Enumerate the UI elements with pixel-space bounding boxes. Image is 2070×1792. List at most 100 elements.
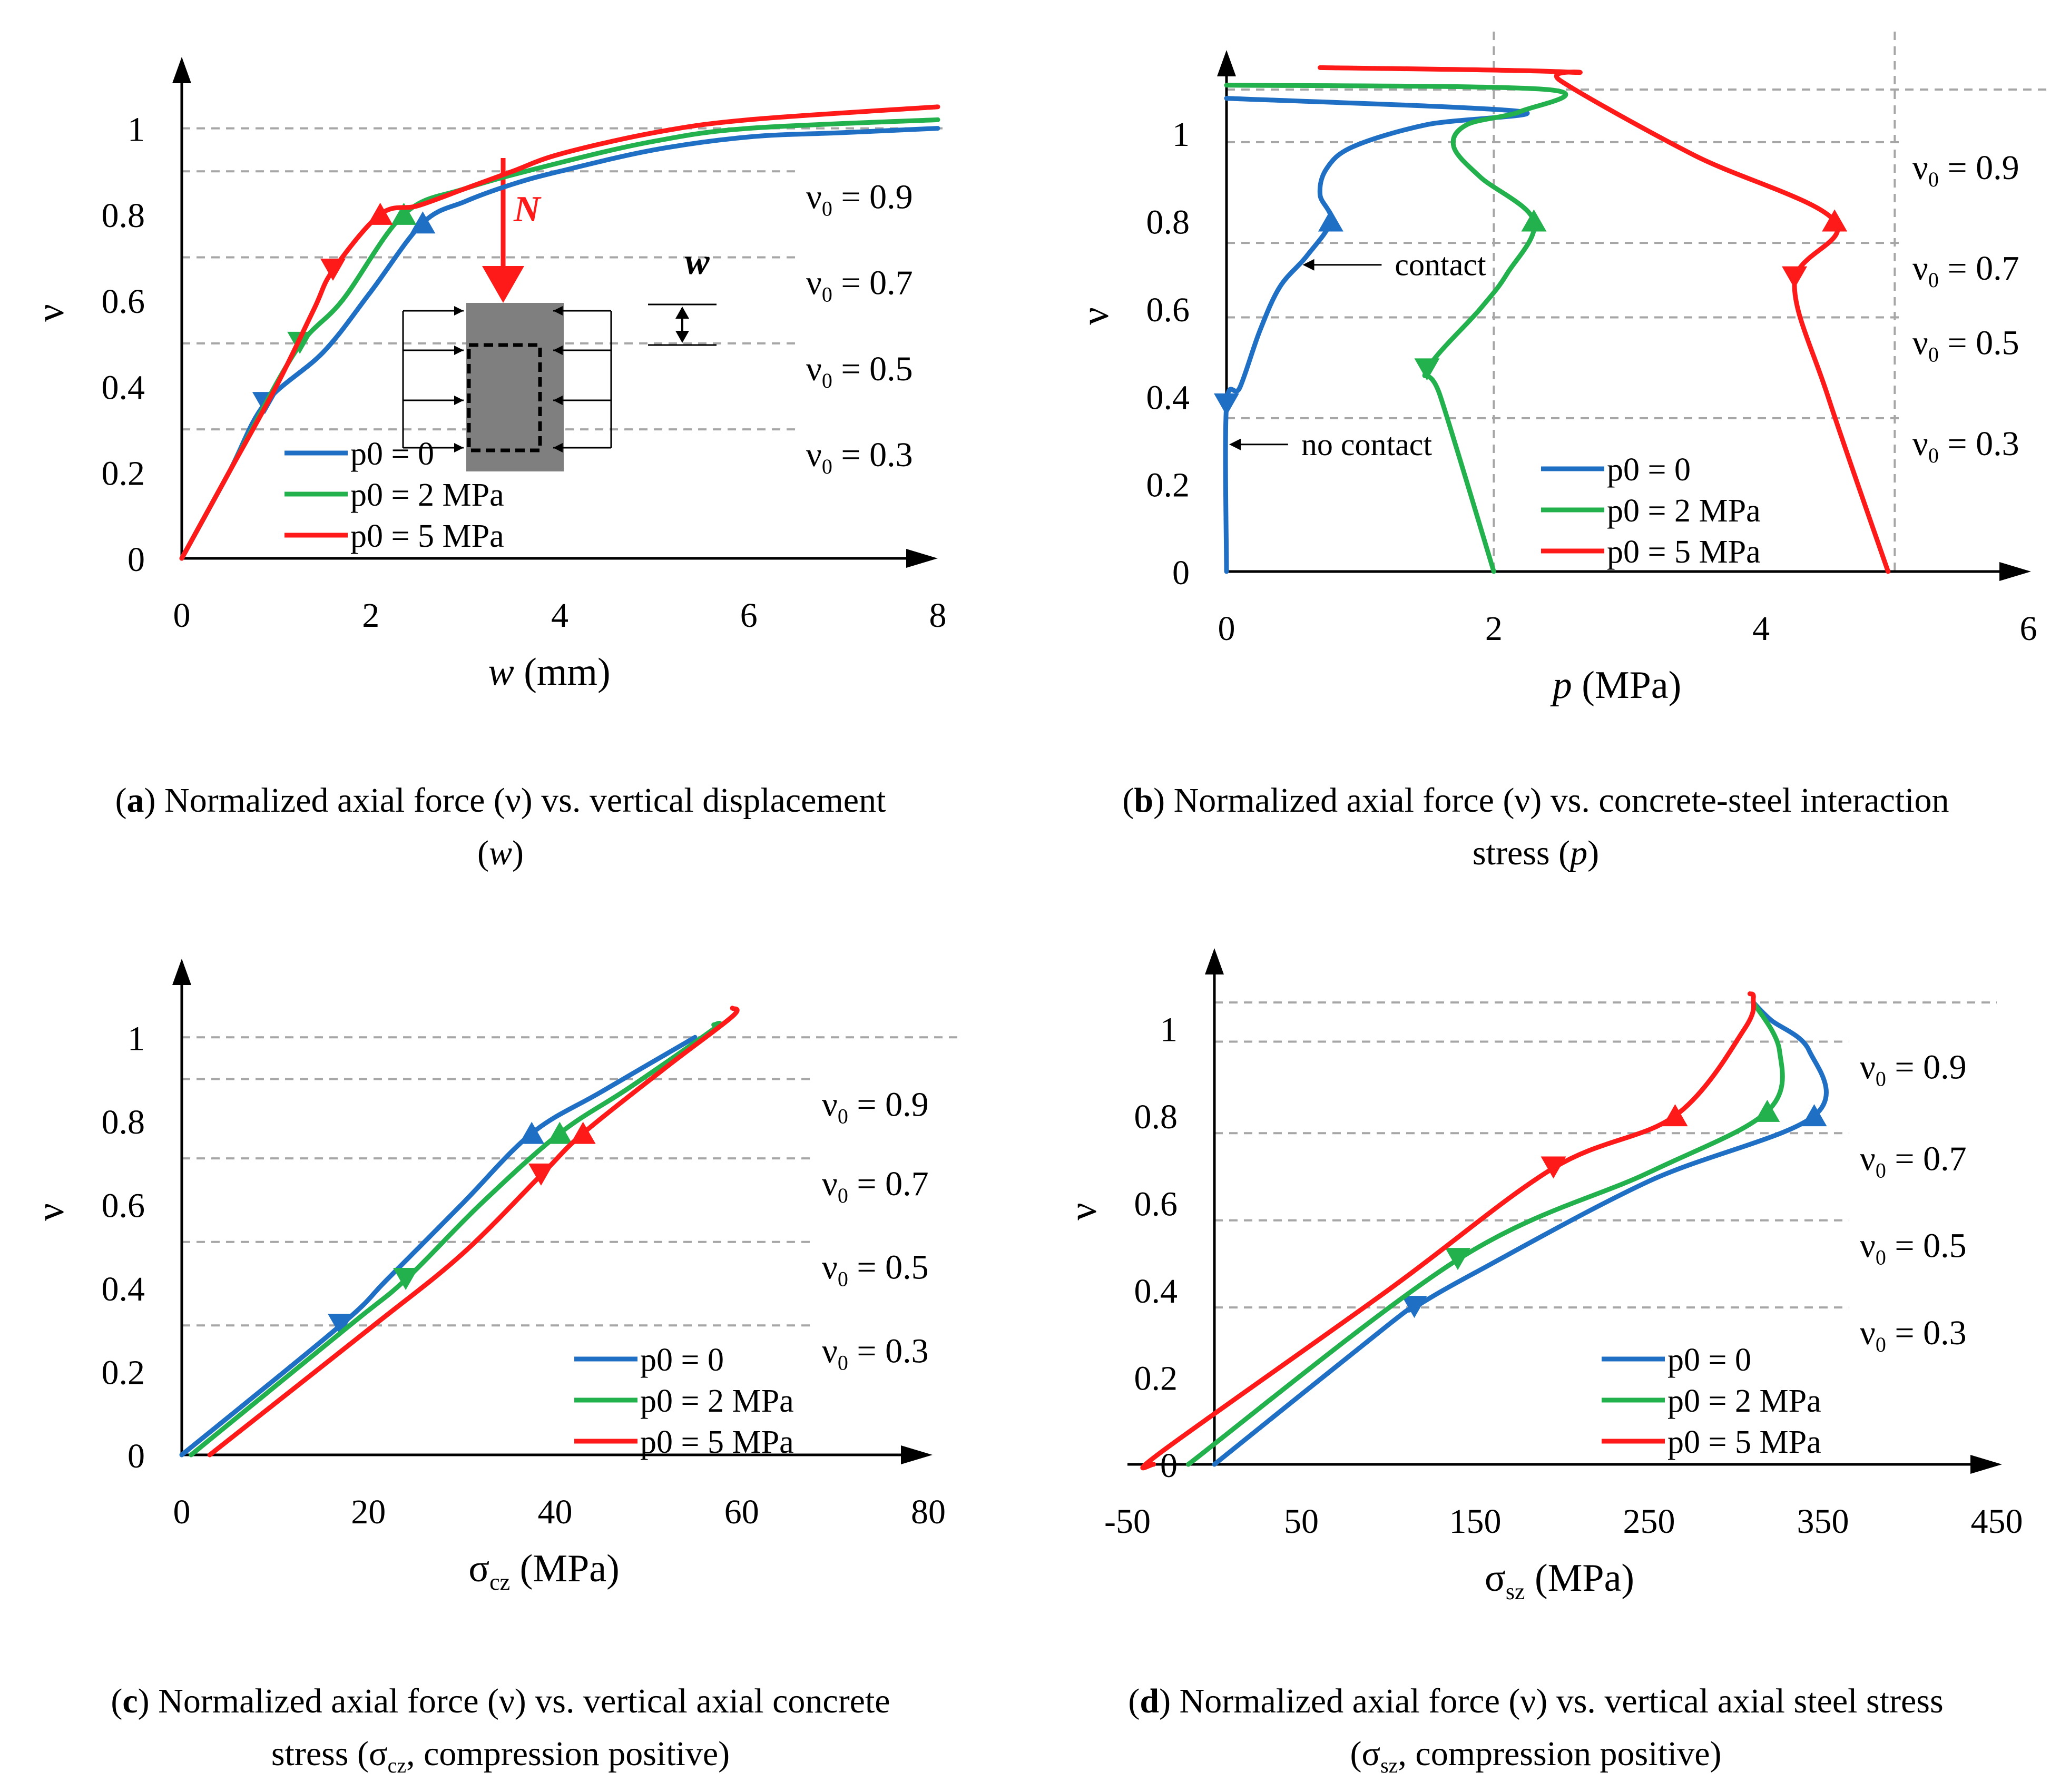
series-line-2 [1140,991,1757,1471]
legend-label-2: p0 = 5 MPa [1667,1424,1821,1460]
reference-label-symbol: ν [1860,1314,1876,1352]
series-line-1 [189,1020,722,1458]
confining-arrow-left-head [454,346,464,355]
caption-a-text: ) Normalized axial force (ν) vs. vertica… [144,781,886,820]
reference-label-symbol: ν [1912,324,1928,362]
x-tick-label: 0 [1218,609,1235,648]
series-marker [328,1314,354,1336]
reference-label-value: = 0.9 [848,1086,929,1124]
confining-arrow-right-head [553,306,563,316]
panel-a-chart: ν0 = 0.3ν0 = 0.5ν0 = 0.7ν0 = 0.900.20.40… [29,57,947,694]
confining-arrow-right-head [553,396,563,405]
x-tick-label: 150 [1449,1502,1502,1541]
series-line-2 [179,104,940,561]
reference-label-symbol: ν [1860,1139,1876,1178]
y-tick-label: 0.2 [102,1353,145,1392]
x-axis-label-unit: (MPa) [510,1547,620,1590]
x-axis-label: σcz (MPa) [468,1547,620,1595]
displacement-arrow-up [675,307,689,319]
caption-a: (a) Normalized axial force (ν) vs. verti… [115,781,886,872]
series-marker [570,1121,596,1144]
reference-label-subscript: 0 [822,196,832,220]
reference-label-subscript: 0 [838,1105,848,1128]
y-axis-arrow [172,57,191,83]
legend-label-1: p0 = 2 MPa [350,477,504,513]
x-axis-arrow [901,1445,933,1464]
displacement-label: w [685,242,710,282]
x-axis-label-var: p [1550,664,1572,707]
x-tick-label: 6 [740,596,758,635]
x-axis-label-unit: (MPa) [1525,1557,1634,1600]
x-axis-label-subscript: sz [1506,1579,1525,1604]
series-marker [1521,209,1547,232]
series-line-2 [1318,65,1891,574]
reference-label: ν0 = 0.3 [806,436,913,478]
y-tick-label: 0.4 [1146,378,1190,417]
x-tick-label: -50 [1104,1502,1151,1541]
caption-b-line2-pre: stress ( [1472,834,1571,872]
confining-arrow-left-head [454,396,464,405]
annotation-arrow-head [1229,438,1241,450]
legend-label-0: p0 = 0 [350,436,434,472]
reference-label-subscript: 0 [1928,343,1939,367]
caption-c: (c) Normalized axial force (ν) vs. verti… [111,1682,890,1778]
reference-label: ν0 = 0.5 [822,1248,929,1291]
x-axis-arrow [906,549,938,568]
x-axis-label-symbol: σ [468,1547,489,1590]
x-tick-label: 450 [1971,1502,2023,1541]
reference-label-value: = 0.7 [1939,249,2019,288]
reference-label: ν0 = 0.7 [1860,1139,1967,1182]
y-tick-label: 0.8 [1134,1098,1178,1136]
reference-label-value: = 0.9 [832,178,913,216]
series-marker [1318,209,1343,232]
x-tick-label: 80 [911,1493,946,1531]
caption-b-line2-italic: p [1570,834,1588,872]
reference-label-value: = 0.5 [848,1248,929,1287]
reference-label-subscript: 0 [822,369,832,392]
reference-label-value: = 0.9 [1939,149,2019,187]
legend-label-2: p0 = 5 MPa [640,1424,794,1460]
caption-c-line2-sub: cz [387,1754,407,1778]
x-axis-arrow [1999,562,2031,581]
reference-label-subscript: 0 [1928,168,1939,191]
reference-label: ν0 = 0.9 [1912,149,2019,191]
series-marker [1662,1104,1688,1127]
x-tick-label: 350 [1797,1502,1849,1541]
x-tick-label: 6 [2020,609,2037,648]
x-tick-label: 4 [551,596,568,635]
reference-label-value: = 0.7 [832,264,913,302]
series-marker [547,1121,573,1144]
legend-label-2: p0 = 5 MPa [1607,534,1761,570]
caption-c-text: ) Normalized axial force (ν) vs. vertica… [138,1682,890,1720]
x-tick-label: 40 [538,1493,573,1531]
y-tick-label: 0.6 [1134,1185,1178,1224]
series-line-0 [1212,1000,1829,1467]
caption-a-line2-post: ) [512,834,524,872]
series-line-0 [1223,96,1530,574]
caption-a-letter: a [126,781,144,820]
caption-d-text: ) Normalized axial force (ν) vs. vertica… [1159,1682,1944,1720]
x-tick-label: 250 [1623,1502,1675,1541]
y-tick-label: 0.2 [102,455,145,493]
reference-label-symbol: ν [822,1086,838,1124]
x-tick-label: 60 [724,1493,759,1531]
legend-label-0: p0 = 0 [640,1342,724,1378]
reference-label: ν0 = 0.3 [822,1332,929,1374]
x-tick-label: 2 [1485,609,1503,648]
x-tick-label: 50 [1284,1502,1319,1541]
series-marker [391,202,417,225]
reference-label: ν0 = 0.7 [1912,249,2019,292]
x-axis-label-var: w [488,651,514,694]
y-tick-label: 0.6 [1146,291,1190,329]
reference-label: ν0 = 0.7 [806,264,913,307]
confining-arrow-left-head [454,306,464,316]
reference-label-subscript: 0 [838,1351,848,1374]
reference-label-value: = 0.5 [832,350,913,388]
reference-label: ν0 = 0.5 [1912,324,2019,367]
x-axis-label-subscript: cz [489,1569,510,1595]
legend-label-1: p0 = 2 MPa [1667,1383,1821,1419]
reference-label-subscript: 0 [1876,1067,1886,1091]
panel-c-chart: ν0 = 0.3ν0 = 0.5ν0 = 0.7ν0 = 0.900.20.40… [29,959,959,1595]
reference-label-symbol: ν [806,350,822,388]
y-axis-arrow [172,959,191,985]
